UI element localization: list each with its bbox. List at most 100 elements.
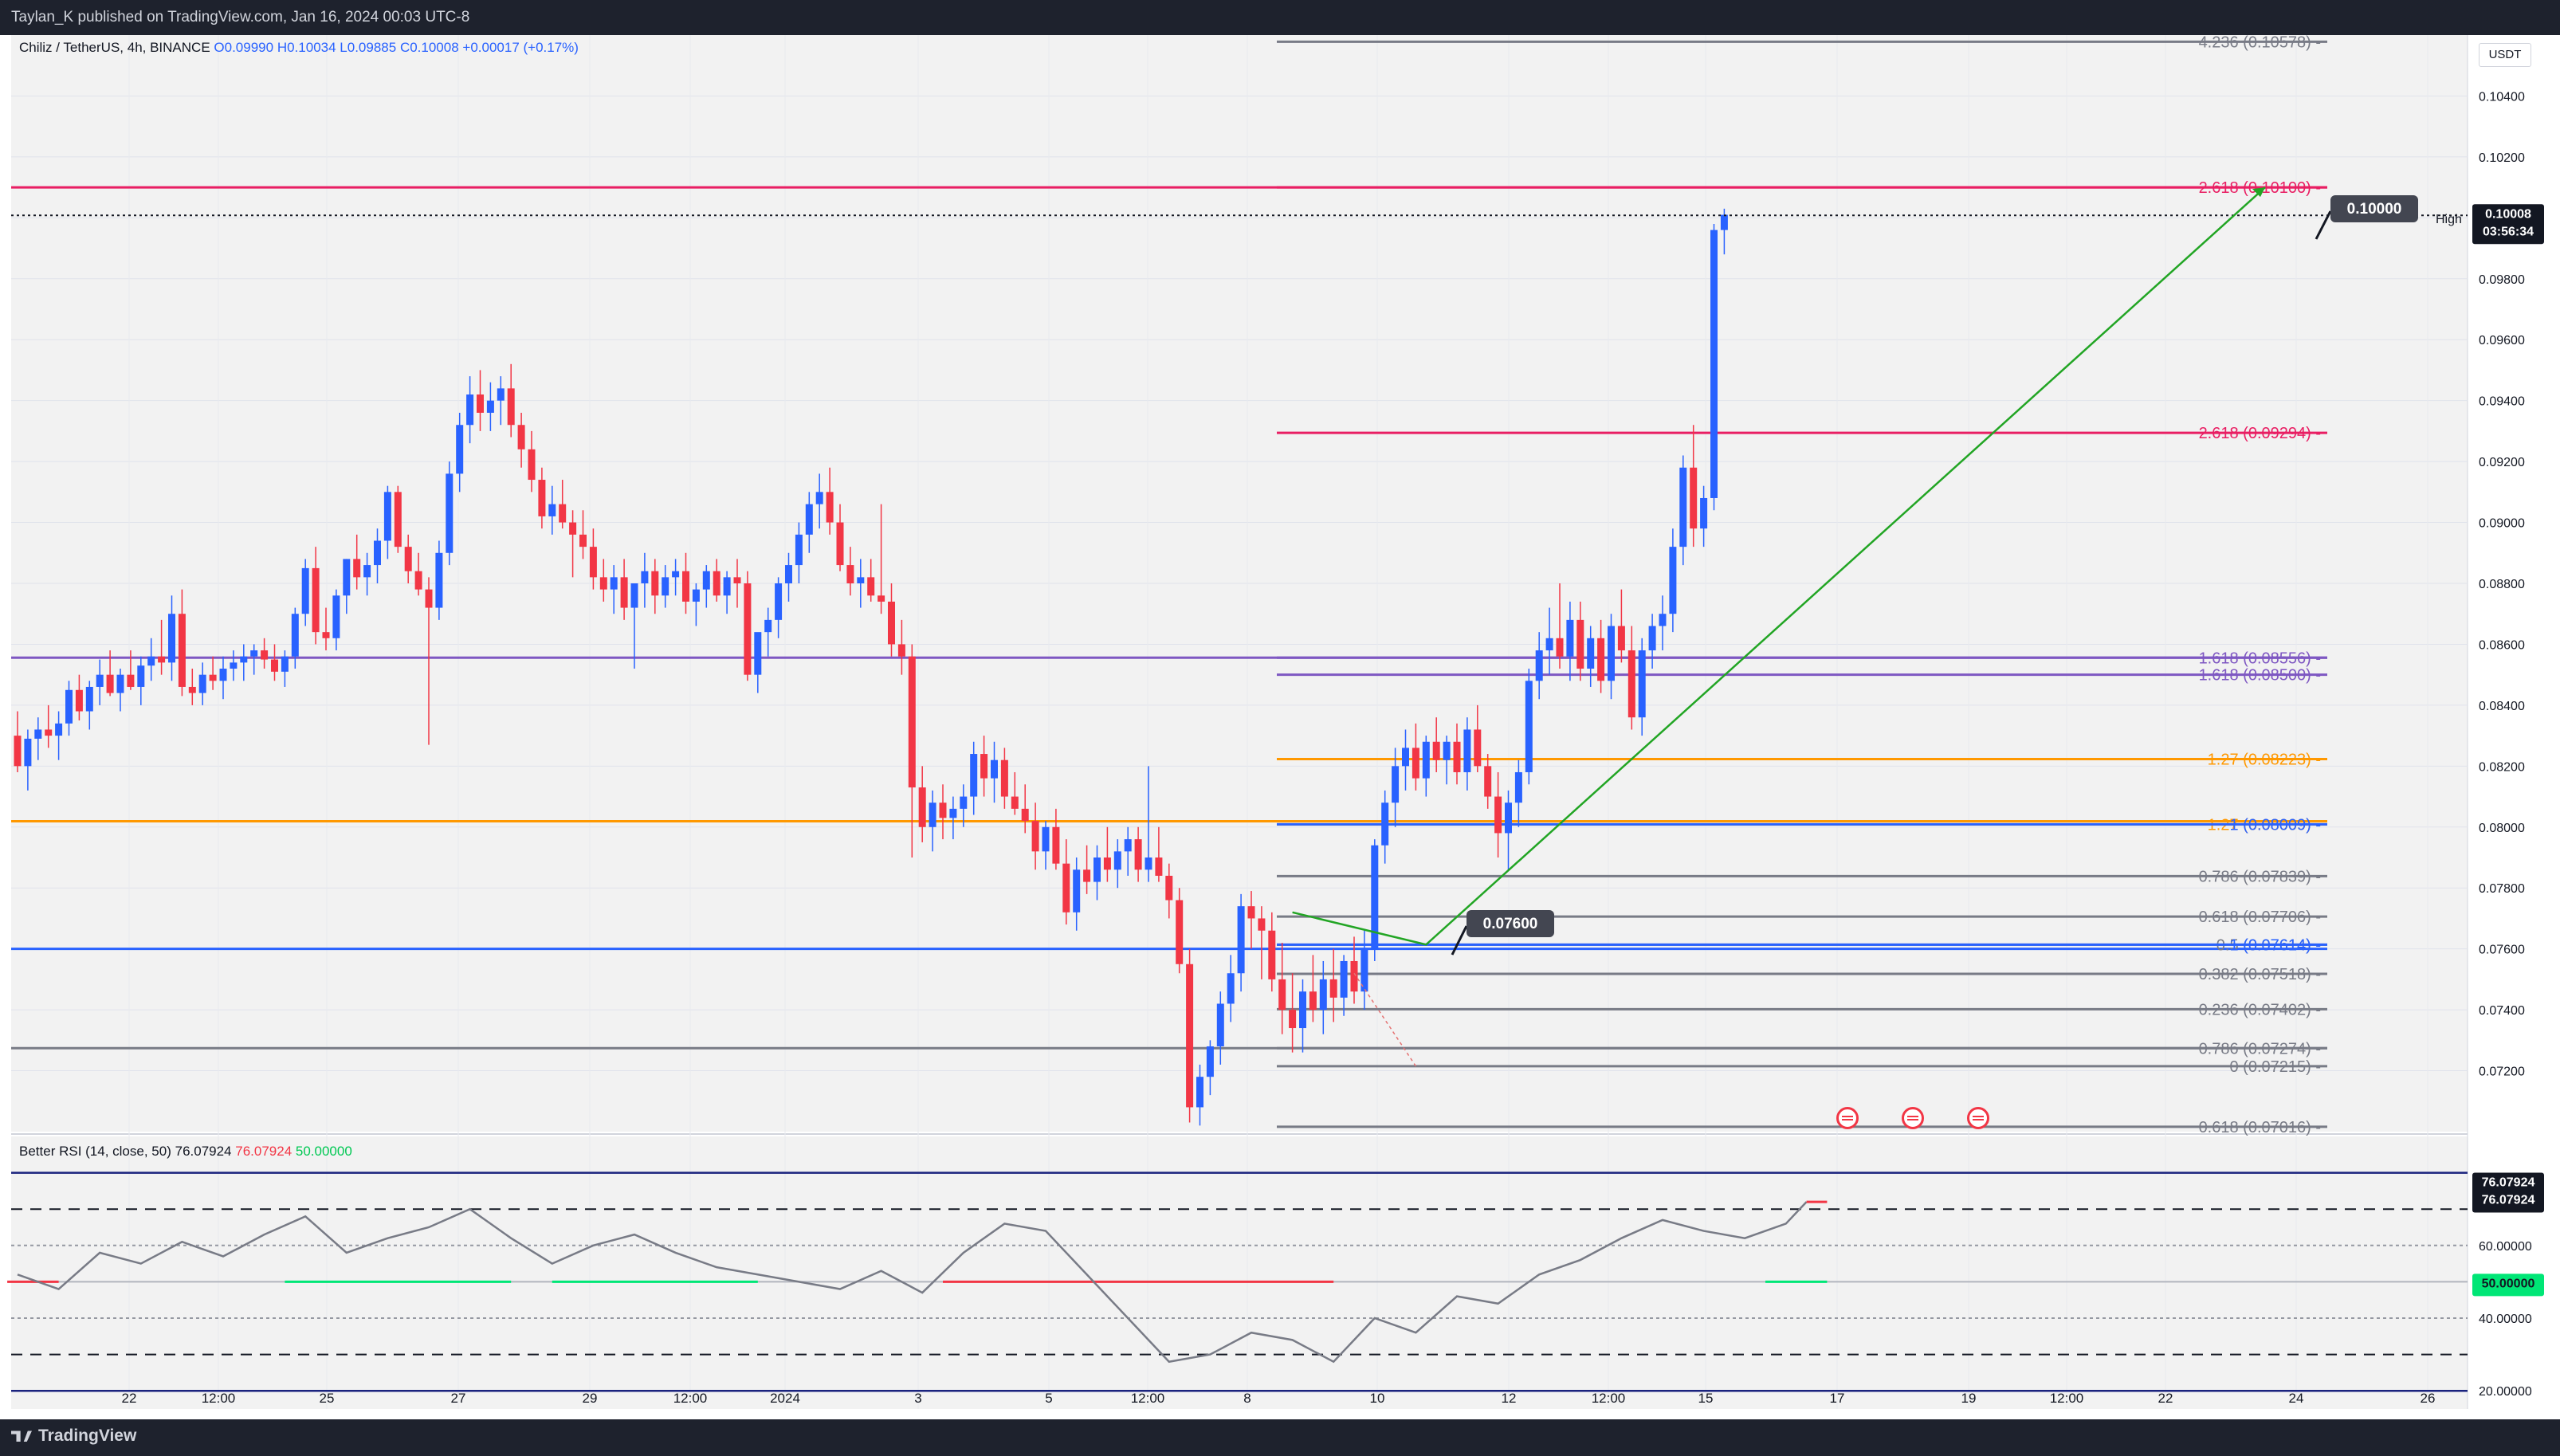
candle-body — [878, 595, 885, 602]
price-tick-label: 0.09400 — [2479, 395, 2525, 409]
fib-level-label: 0.786 (0.07274) - — [2199, 1040, 2321, 1058]
candle-body — [1494, 796, 1502, 834]
candle-body — [1247, 906, 1255, 919]
footer-brand: TradingView — [38, 1427, 137, 1445]
candle-body — [723, 577, 731, 596]
candle-body — [702, 571, 710, 590]
candle-body — [1309, 991, 1317, 1011]
price-tick-label: 0.09600 — [2479, 334, 2525, 347]
candle-body — [1566, 619, 1574, 657]
candle-body — [713, 571, 720, 596]
candle-body — [147, 656, 155, 666]
rsi-title[interactable]: Better RSI (14, close, 50) — [19, 1144, 171, 1159]
symbol-title[interactable]: Chiliz / TetherUS, 4h, BINANCE — [19, 40, 210, 55]
rsi-price-tag — [2472, 1190, 2544, 1213]
candle-body — [1422, 741, 1430, 779]
candle-body — [1669, 547, 1677, 614]
price-tick-label: 0.08200 — [2479, 760, 2525, 774]
tradingview-logo[interactable]: TradingView — [11, 1427, 136, 1446]
candle-body — [744, 583, 752, 675]
candle-body — [363, 565, 371, 578]
price-tick-label: 0.09800 — [2479, 273, 2525, 287]
candle-body — [96, 674, 104, 687]
candle-body — [1608, 626, 1615, 681]
candle-body — [1299, 991, 1306, 1029]
candle-body — [1432, 741, 1440, 760]
candle-body — [1227, 973, 1235, 1004]
candle-body — [1710, 230, 1718, 498]
legend-close: C0.10008 — [399, 40, 459, 55]
candle-body — [1196, 1077, 1203, 1108]
time-tick-label: 15 — [1698, 1391, 1714, 1406]
candle-body — [1206, 1046, 1214, 1077]
candle-body — [55, 723, 63, 736]
chart-canvas[interactable]: 0.10400 0.10200 0.10000 0.09800 0.09600 0.094… — [0, 0, 2560, 1419]
time-tick-label: 27 — [451, 1391, 466, 1406]
candle-body — [106, 674, 114, 693]
price-tick-label: 0.07800 — [2479, 882, 2525, 896]
candle-body — [1627, 650, 1635, 718]
candle-body — [1648, 626, 1656, 651]
candle-body — [404, 547, 412, 571]
candle-body — [620, 577, 628, 608]
candle-body — [1113, 851, 1121, 870]
legend-open: O0.09990 — [214, 40, 274, 55]
rsi-price-tag-text: 76.07924 — [2482, 1175, 2535, 1189]
candle-body — [240, 656, 248, 663]
time-tick-label: 5 — [1045, 1391, 1052, 1406]
candle-body — [1576, 619, 1584, 669]
candle-body — [1165, 875, 1173, 901]
candle-body — [682, 571, 689, 602]
candle-body — [1392, 766, 1400, 803]
candle-body — [1381, 803, 1389, 846]
candle-body — [1545, 638, 1553, 651]
candle-body — [137, 665, 145, 687]
fib-level-label: 0.618 (0.07016) - — [2199, 1119, 2321, 1136]
candle-body — [198, 674, 206, 693]
candle-body — [836, 522, 844, 566]
candle-body — [1443, 741, 1451, 760]
candle-body — [1659, 614, 1667, 626]
candle-body — [1690, 467, 1698, 529]
fib-level-label: 2.618 (0.09294) - — [2199, 425, 2321, 442]
candle-body — [158, 656, 166, 663]
time-tick-label: 3 — [914, 1391, 921, 1406]
legend-low: L0.09885 — [340, 40, 397, 55]
rsi-tick-label: 60.00000 — [2479, 1240, 2532, 1254]
price-tick-label: 0.08600 — [2479, 638, 2525, 652]
last-price-tag-text: 0.10008 — [2485, 207, 2531, 221]
rsi-mid-tag-text: 50.00000 — [2482, 1277, 2535, 1290]
candle-body — [785, 565, 792, 583]
time-tick-label: 19 — [1961, 1391, 1977, 1406]
time-tick-label: 12:00 — [2050, 1391, 2084, 1406]
price-tick-label: 0.09200 — [2479, 456, 2525, 469]
legend-high: H0.10034 — [277, 40, 336, 55]
candle-body — [1453, 741, 1461, 772]
candle-body — [1535, 650, 1543, 681]
candle-body — [1720, 214, 1728, 230]
candle-body — [1031, 821, 1039, 852]
candle-body — [1700, 497, 1708, 529]
fib-level-label: 1.27 (0.08223) - — [2208, 752, 2321, 769]
us-flag-icon[interactable] — [1836, 1107, 1859, 1129]
candle-body — [805, 504, 813, 535]
candle-body — [517, 425, 525, 449]
callout-pointer — [1451, 925, 1468, 956]
candle-body — [332, 595, 340, 638]
rsi-pane — [11, 1136, 2468, 1409]
candle-body — [343, 559, 351, 596]
candle-body — [116, 674, 124, 693]
candle-body — [569, 522, 577, 535]
candle-body — [14, 736, 22, 767]
us-flag-icon[interactable] — [1967, 1107, 1989, 1129]
high-marker-label: High — [2436, 213, 2462, 226]
candle-body — [1319, 979, 1327, 1011]
price-tick-label: 0.08000 — [2479, 822, 2525, 835]
candle-body — [1463, 729, 1471, 772]
currency-button[interactable]: USDT — [2479, 43, 2531, 67]
candle-body — [1237, 906, 1245, 974]
candle-body — [672, 571, 680, 578]
candle-body — [1093, 858, 1101, 882]
us-flag-icon[interactable] — [1902, 1107, 1924, 1129]
